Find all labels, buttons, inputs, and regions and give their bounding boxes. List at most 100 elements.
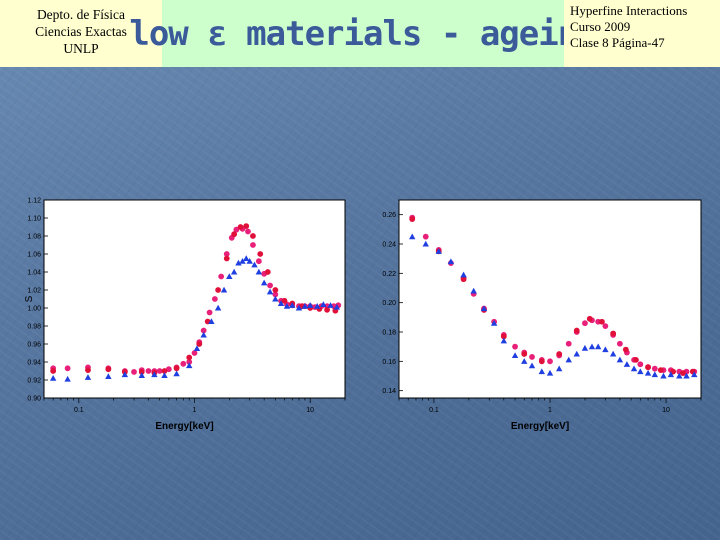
- w-parameter-chart: 0.14 0.16 0.18 0.20 0.22 0.24 0.26 0.1 1 10 Energy…: [382, 199, 702, 432]
- department-line-3: UNLP: [63, 41, 99, 56]
- s-chart-ytick-label: 1.08: [27, 234, 41, 241]
- s-chart-point: [165, 366, 172, 373]
- s-chart-plot-area: [43, 199, 346, 399]
- s-chart-point: [186, 359, 193, 365]
- w-chart-point: [435, 248, 442, 254]
- w-chart-point: [616, 340, 623, 347]
- w-chart-point: [573, 350, 580, 357]
- course-line-1: Hyperfine Interactions: [570, 3, 688, 18]
- w-chart-point: [630, 365, 638, 372]
- s-chart-ytick-label: 1.00: [27, 306, 41, 313]
- s-chart-point: [313, 303, 321, 309]
- w-chart-point: [602, 323, 609, 330]
- w-chart-point: [691, 371, 698, 378]
- s-chart-point: [220, 286, 228, 293]
- s-chart-point: [243, 255, 250, 262]
- s-chart-point: [255, 258, 262, 265]
- w-chart-point: [528, 362, 536, 369]
- slide-title: low ε materials - ageing: [129, 13, 597, 54]
- s-chart-point: [180, 360, 187, 367]
- s-chart-point: [251, 261, 258, 268]
- w-chart-xlabel: Energy[keV]: [511, 421, 569, 432]
- s-chart-point: [105, 366, 112, 373]
- w-chart-point: [651, 371, 659, 378]
- w-chart-point: [529, 354, 535, 360]
- s-chart-series-2: [49, 255, 341, 382]
- w-chart-xtick-label: 0.1: [429, 407, 439, 414]
- s-chart-point: [64, 365, 71, 372]
- s-chart-point: [226, 273, 233, 280]
- w-chart-point: [447, 258, 455, 265]
- w-chart-point: [680, 370, 686, 376]
- s-chart-point: [260, 279, 268, 286]
- s-chart-point: [320, 301, 327, 307]
- w-chart-ytick-label: 0.22: [382, 271, 396, 278]
- s-chart-point: [231, 231, 238, 238]
- s-chart-xtick-label: 1: [193, 407, 197, 414]
- s-chart-point: [239, 258, 246, 264]
- s-chart-ytick-label: 1.02: [27, 288, 41, 295]
- w-chart-point: [667, 371, 675, 378]
- s-chart-ytick-label: 1.04: [27, 270, 41, 277]
- w-chart-point: [480, 305, 488, 312]
- s-chart-point: [233, 226, 240, 233]
- department-line-2: Ciencias Exactas: [35, 24, 127, 39]
- s-chart-point: [235, 259, 242, 266]
- s-chart-point: [214, 304, 222, 311]
- s-chart-point: [156, 368, 163, 374]
- s-chart-point: [272, 291, 279, 298]
- s-chart-point: [267, 282, 273, 289]
- w-chart-point: [609, 350, 617, 357]
- w-chart-point: [644, 369, 652, 376]
- w-chart-ytick-label: 0.16: [382, 359, 396, 366]
- s-chart-point: [250, 233, 256, 239]
- s-chart-point: [64, 375, 71, 382]
- w-chart-point: [409, 216, 416, 222]
- s-chart-ylabel: S: [24, 295, 35, 302]
- s-chart-point: [161, 372, 168, 379]
- s-chart-point: [324, 306, 330, 313]
- w-chart-point: [633, 356, 639, 363]
- s-chart-point: [206, 309, 213, 316]
- department-box: Depto. de Física Ciencias Exactas UNLP: [0, 0, 162, 67]
- s-chart-point: [138, 369, 145, 375]
- s-chart-point: [186, 362, 193, 369]
- s-chart-point: [246, 258, 253, 264]
- w-chart-point: [521, 358, 528, 364]
- s-chart-point: [250, 242, 256, 248]
- s-chart-xtick-label: 0.1: [74, 407, 84, 414]
- w-chart-point: [588, 343, 596, 350]
- w-chart-point: [651, 365, 658, 372]
- s-chart-point: [264, 269, 271, 275]
- w-chart-point: [586, 315, 593, 322]
- w-chart-point: [409, 233, 416, 240]
- s-chart-point: [173, 365, 180, 372]
- s-chart-point: [223, 251, 230, 257]
- s-chart-point: [196, 341, 203, 347]
- w-chart-point: [657, 367, 664, 374]
- s-chart-ytick-label: 0.98: [27, 324, 41, 331]
- s-chart-point: [84, 374, 92, 380]
- w-chart-point: [683, 372, 690, 379]
- w-chart-point: [602, 346, 609, 353]
- s-chart-ytick-label: 0.96: [27, 342, 41, 349]
- w-chart-point: [511, 352, 519, 359]
- w-chart-point: [547, 358, 553, 365]
- s-chart-point: [151, 371, 158, 378]
- w-chart-point: [555, 365, 563, 372]
- s-chart-point: [173, 370, 180, 377]
- slide-title-box: low ε materials - ageing: [129, 0, 598, 67]
- s-chart-point: [245, 228, 251, 235]
- s-chart-point: [272, 287, 279, 293]
- w-chart-xtick-label: 10: [662, 407, 670, 414]
- w-chart-point: [645, 364, 651, 371]
- s-chart-point: [131, 369, 137, 375]
- w-chart-point: [490, 320, 498, 326]
- w-chart-point: [460, 271, 467, 278]
- s-chart-point: [272, 295, 279, 302]
- w-chart-point: [422, 233, 429, 240]
- s-chart-point: [266, 288, 274, 295]
- w-chart-point: [538, 358, 545, 365]
- s-chart-point: [243, 223, 250, 229]
- w-chart-point: [637, 368, 644, 375]
